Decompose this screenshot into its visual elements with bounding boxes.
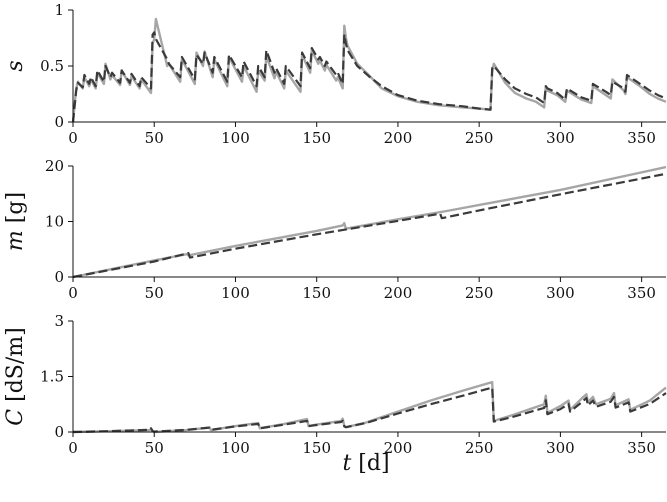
x-tick-label: 50 <box>145 284 164 302</box>
x-tick-label: 300 <box>546 439 575 457</box>
series-line-dashed <box>72 386 667 434</box>
x-tick-label: 150 <box>302 439 331 457</box>
x-tick-label: 100 <box>221 284 250 302</box>
y-tick-label: 0 <box>54 113 64 131</box>
x-tick-label: 0 <box>68 129 78 147</box>
series-line-dashed <box>72 172 667 279</box>
panel-2: 0 50 100 150 200 250 300 350 0 10 20 m [g] <box>3 157 667 302</box>
y-axis-label: s <box>3 60 28 71</box>
x-tick-label: 200 <box>384 439 413 457</box>
series-line-solid <box>72 165 667 279</box>
y-tick-label: 10 <box>45 213 64 231</box>
panel-3: 0 50 100 150 200 250 300 350 0 1.5 3 C [dS/m] t [d] <box>3 312 667 476</box>
x-tick-label: 50 <box>145 129 164 147</box>
x-tick-label: 350 <box>627 439 656 457</box>
x-tick-label: 0 <box>68 284 78 302</box>
series-line-solid <box>72 380 667 434</box>
x-tick-label: 350 <box>627 129 656 147</box>
y-tick-label: 3 <box>54 312 64 330</box>
y-tick-label: 1.5 <box>40 368 64 386</box>
y-tick-label: 0 <box>54 423 64 441</box>
x-tick-label: 100 <box>221 439 250 457</box>
y-tick-label: 0 <box>54 268 64 286</box>
x-tick-label: 200 <box>384 284 413 302</box>
x-tick-label: 250 <box>465 284 494 302</box>
x-tick-label: 300 <box>546 284 575 302</box>
series-line-solid <box>71 17 667 123</box>
x-tick-label: 150 <box>302 129 331 147</box>
x-tick-label: 200 <box>384 129 413 147</box>
y-tick-label: 1 <box>54 1 64 19</box>
y-tick-label: 0.5 <box>40 57 64 75</box>
x-tick-label: 250 <box>465 129 494 147</box>
x-tick-label: 50 <box>145 439 164 457</box>
x-axis-label: t [d] <box>342 451 389 476</box>
x-tick-label: 0 <box>68 439 78 457</box>
panel-1: 0 50 100 150 200 250 300 350 0 0.5 1 s <box>3 1 667 147</box>
y-axis-label: m [g] <box>3 192 28 251</box>
x-tick-label: 300 <box>546 129 575 147</box>
y-axis-label: C [dS/m] <box>3 327 28 425</box>
y-tick-label: 20 <box>45 157 64 175</box>
x-tick-label: 150 <box>302 284 331 302</box>
x-tick-label: 250 <box>465 439 494 457</box>
x-tick-label: 100 <box>221 129 250 147</box>
series-line-dashed <box>71 31 667 123</box>
x-tick-label: 350 <box>627 284 656 302</box>
